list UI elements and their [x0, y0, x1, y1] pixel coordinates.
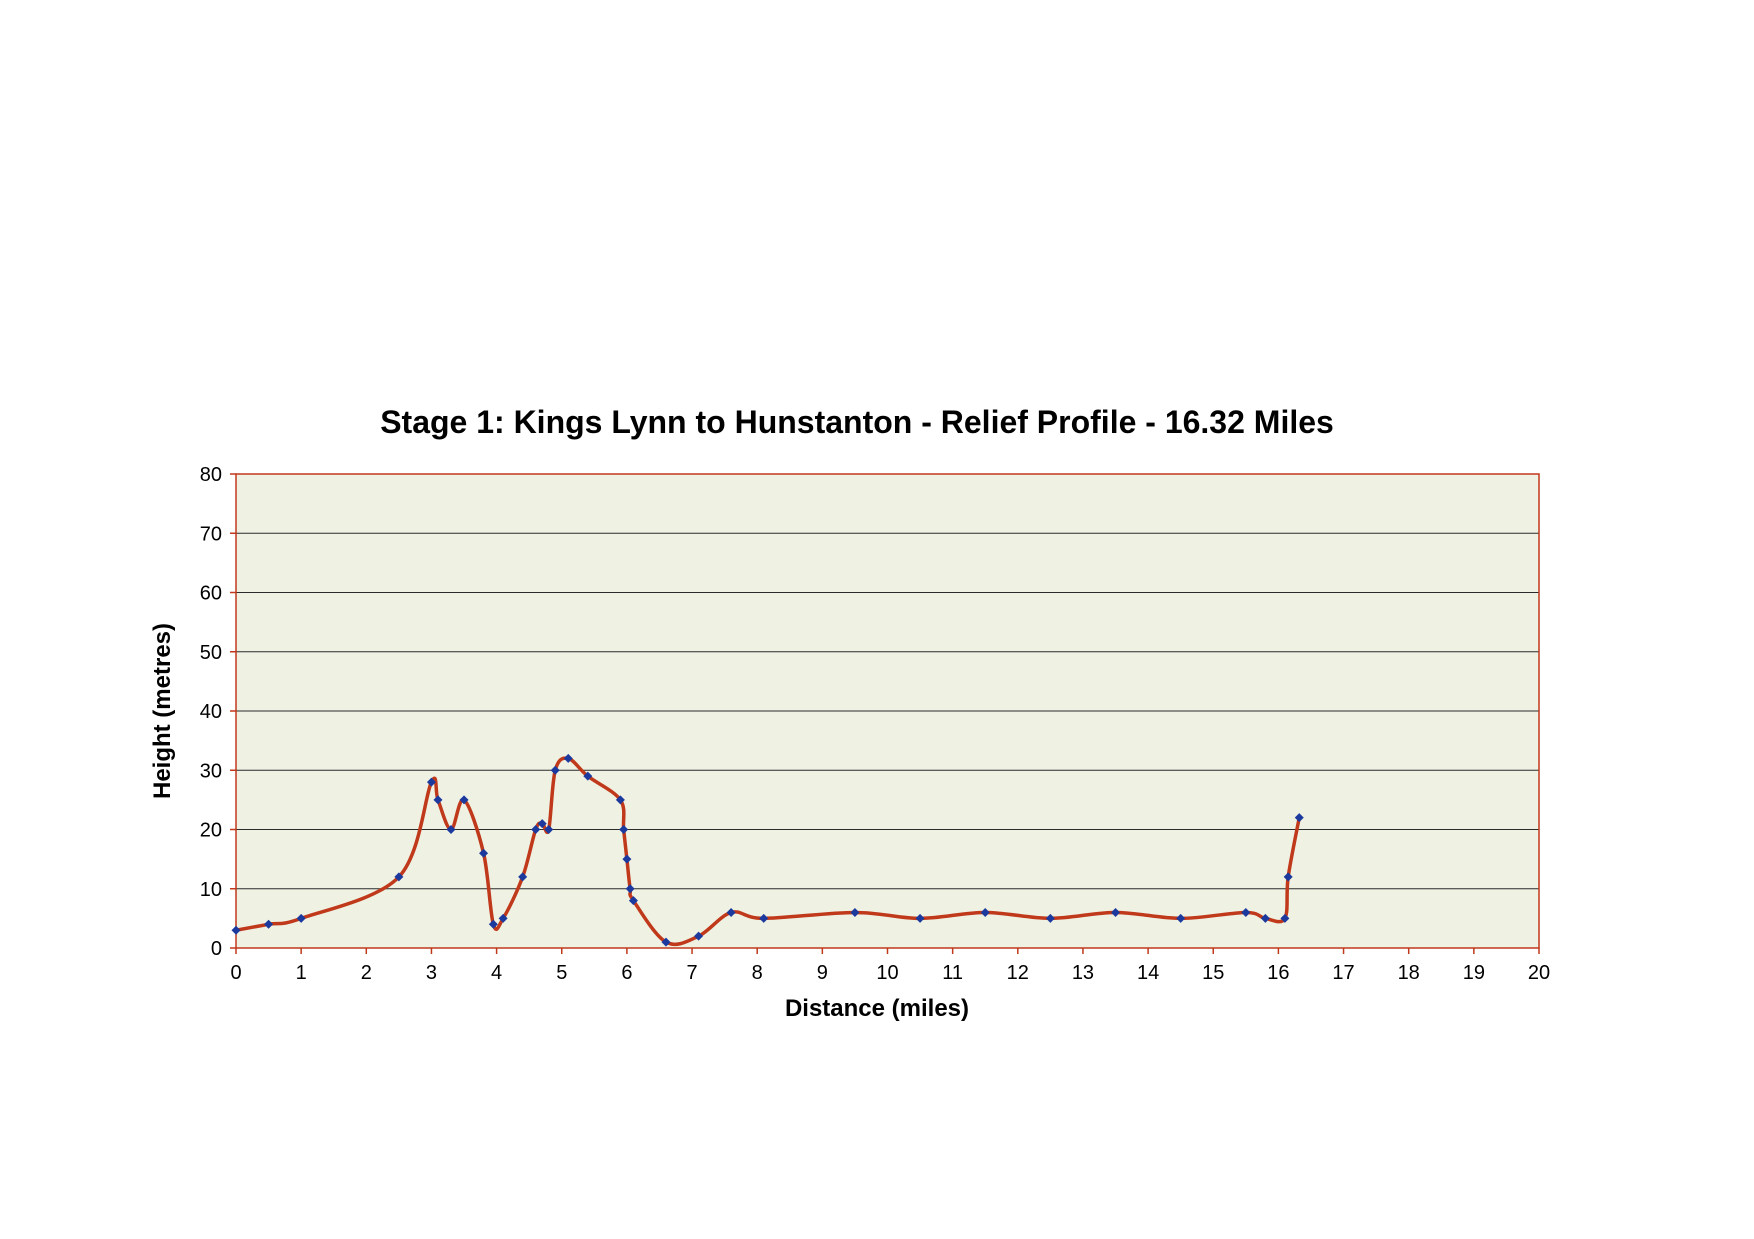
- data-point: [625, 884, 635, 894]
- data-point: [850, 907, 860, 917]
- y-tick-label: 40: [200, 701, 222, 723]
- x-axis-ticks: 0 1 2 3 4 5 6 7 8 9 10 11 12 13 14 15 16 17 18 19 20: [230, 948, 1550, 984]
- data-point: [1176, 913, 1186, 923]
- data-point: [1294, 813, 1304, 823]
- y-tick-label: 10: [200, 879, 222, 901]
- data-point: [488, 919, 498, 929]
- data-point: [1283, 872, 1293, 882]
- data-point: [1111, 907, 1121, 917]
- y-axis-label: Height (metres): [149, 623, 176, 799]
- data-point: [1241, 907, 1251, 917]
- data-point: [619, 825, 629, 834]
- data-point: [550, 765, 560, 775]
- data-point: [622, 854, 632, 864]
- data-point: [231, 925, 241, 935]
- data-point: [915, 913, 925, 923]
- x-tick-label: 15: [1202, 962, 1224, 984]
- x-tick-label: 9: [817, 962, 828, 984]
- x-tick-label: 0: [230, 962, 241, 984]
- x-tick-label: 5: [556, 962, 567, 984]
- data-point: [426, 777, 436, 787]
- x-tick-label: 6: [621, 962, 632, 984]
- data-point: [759, 913, 769, 923]
- y-axis-ticks: 0 10 20 30 40 50 60 70 80: [200, 464, 236, 960]
- x-tick-label: 16: [1267, 962, 1289, 984]
- data-point: [518, 872, 528, 882]
- data-point: [1280, 913, 1290, 923]
- data-point: [615, 795, 625, 805]
- data-point: [459, 795, 469, 805]
- y-tick-label: 80: [200, 464, 222, 486]
- x-tick-label: 14: [1137, 962, 1159, 984]
- data-point: [661, 937, 671, 947]
- data-point: [1260, 913, 1270, 923]
- y-tick-label: 60: [200, 583, 222, 605]
- data-point: [563, 753, 573, 763]
- x-tick-label: 19: [1463, 962, 1485, 984]
- x-tick-label: 4: [491, 962, 502, 984]
- chart-title: Stage 1: Kings Lynn to Hunstanton - Reli…: [380, 404, 1334, 440]
- data-point: [694, 931, 704, 941]
- x-tick-label: 11: [942, 962, 963, 984]
- data-point: [394, 872, 404, 882]
- data-point: [479, 848, 489, 858]
- x-tick-label: 8: [752, 962, 763, 984]
- x-tick-label: 13: [1072, 962, 1094, 984]
- x-tick-label: 17: [1332, 962, 1354, 984]
- x-tick-label: 10: [876, 962, 898, 984]
- y-tick-label: 30: [200, 760, 222, 782]
- x-tick-label: 20: [1528, 962, 1550, 984]
- y-tick-label: 0: [211, 938, 222, 960]
- x-tick-label: 2: [361, 962, 372, 984]
- data-point: [980, 907, 990, 917]
- data-point: [446, 825, 456, 834]
- x-tick-label: 12: [1007, 962, 1029, 984]
- y-tick-label: 70: [200, 523, 222, 545]
- data-point: [433, 795, 443, 805]
- data-point: [498, 913, 508, 923]
- series-markers: [231, 753, 1304, 947]
- data-point: [296, 913, 306, 923]
- data-point: [1045, 913, 1055, 923]
- data-point: [531, 825, 541, 834]
- x-tick-label: 7: [686, 962, 697, 984]
- x-tick-label: 18: [1398, 962, 1420, 984]
- data-point: [583, 771, 593, 781]
- data-point: [544, 825, 554, 834]
- x-tick-label: 3: [426, 962, 437, 984]
- y-tick-label: 50: [200, 642, 222, 664]
- y-tick-label: 20: [200, 820, 222, 842]
- data-point: [628, 896, 638, 906]
- data-point: [264, 919, 274, 929]
- data-point: [726, 907, 736, 917]
- data-point: [537, 819, 547, 829]
- x-tick-label: 1: [296, 962, 307, 984]
- x-axis-label: Distance (miles): [785, 995, 969, 1022]
